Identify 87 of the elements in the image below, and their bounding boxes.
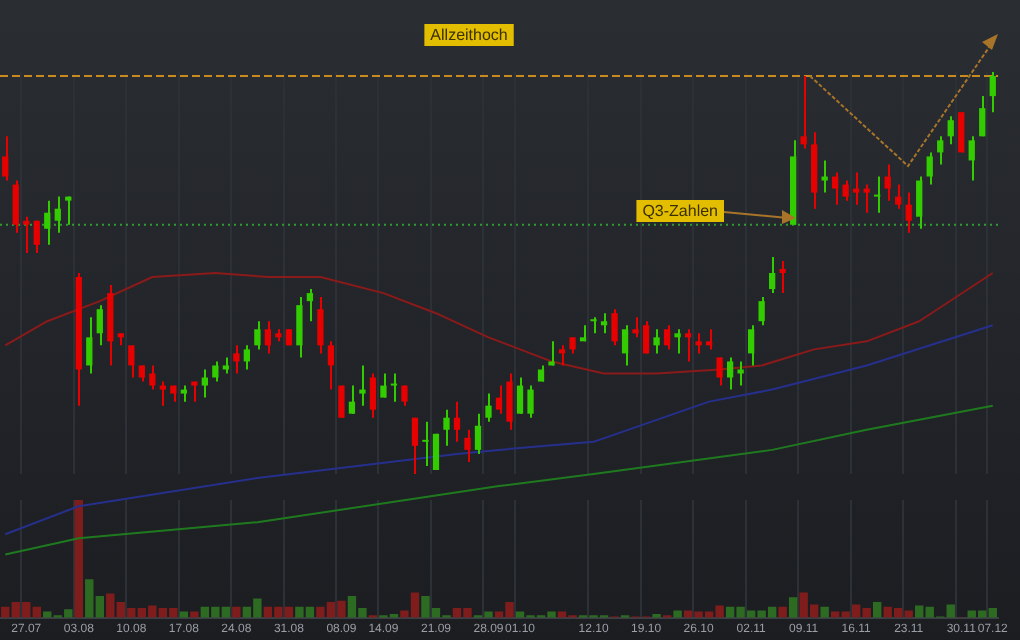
candlestick — [611, 308, 618, 347]
candlestick — [548, 340, 555, 367]
candlestick — [506, 372, 513, 431]
candlestick — [254, 320, 261, 351]
candlestick — [495, 384, 503, 415]
candlestick — [464, 428, 471, 463]
candlestick — [653, 328, 660, 355]
candlestick — [884, 163, 891, 202]
candlestick — [2, 135, 9, 182]
candlestick — [149, 364, 156, 391]
candlestick — [989, 71, 996, 114]
candlestick — [380, 372, 387, 399]
candlestick — [243, 344, 251, 371]
candlestick — [558, 344, 566, 367]
candlestick — [905, 191, 912, 234]
candlestick — [527, 384, 534, 419]
candlestick — [317, 296, 324, 355]
candlestick — [800, 75, 807, 150]
candlestick — [758, 296, 765, 327]
candlestick — [737, 360, 744, 387]
candlestick — [968, 135, 975, 182]
candlestick — [338, 384, 345, 419]
candlestick — [12, 179, 19, 234]
candlestick — [359, 364, 366, 407]
candlestick — [937, 135, 944, 166]
candlestick — [716, 356, 723, 387]
candlestick — [96, 304, 103, 347]
candlestick — [128, 344, 135, 379]
candlestick — [23, 215, 30, 254]
candlestick — [516, 376, 524, 415]
candlestick — [895, 183, 902, 210]
candlestick — [422, 420, 429, 467]
candlestick — [453, 400, 461, 443]
bar — [872, 602, 882, 618]
candlestick — [674, 328, 681, 355]
bar — [788, 597, 798, 618]
candlestick — [947, 115, 954, 146]
bar — [778, 606, 787, 618]
candlestick — [695, 332, 702, 355]
candlestick — [348, 384, 356, 415]
candlestick — [443, 408, 450, 447]
candlestick — [853, 171, 860, 206]
candlestick — [390, 372, 398, 403]
candlestick — [65, 195, 72, 226]
ref-line-label: Allzeithoch — [430, 26, 508, 45]
candlestick — [726, 356, 734, 391]
candlestick — [632, 316, 639, 339]
candlestick — [926, 151, 933, 186]
candlestick — [621, 324, 629, 367]
candlestick — [642, 320, 650, 355]
candlestick — [201, 368, 208, 399]
candlestick — [747, 324, 755, 367]
candlestick — [863, 183, 870, 214]
candlestick — [159, 380, 166, 407]
candlestick — [411, 416, 419, 475]
candlestick — [33, 219, 40, 254]
candlestick — [327, 340, 335, 391]
candlestick — [306, 288, 314, 323]
bar — [190, 611, 199, 618]
candlestick — [842, 179, 849, 202]
candlestick — [54, 195, 61, 234]
candlestick — [663, 324, 671, 351]
candlestick — [86, 316, 93, 375]
candlestick — [485, 392, 492, 423]
bar — [74, 500, 83, 618]
candlestick — [705, 328, 713, 351]
candlestick — [44, 199, 51, 246]
candlestick — [600, 312, 608, 335]
candlestick — [296, 296, 303, 359]
candlestick — [684, 328, 692, 363]
candlestick — [979, 95, 986, 138]
candlestick — [768, 255, 776, 295]
candlestick — [832, 171, 839, 206]
candlestick — [779, 259, 786, 295]
candlestick — [474, 412, 482, 455]
bar — [673, 610, 682, 618]
candlestick — [874, 175, 881, 214]
candlestick — [821, 159, 828, 194]
candlestick — [233, 344, 240, 375]
candlestick — [916, 175, 923, 230]
bar — [820, 606, 829, 618]
candlestick — [432, 432, 440, 471]
annotation: Q3-Zahlen — [642, 202, 718, 221]
bar — [232, 606, 241, 618]
candlestick — [369, 372, 377, 419]
candlestick — [264, 320, 272, 355]
candlestick — [212, 360, 219, 383]
